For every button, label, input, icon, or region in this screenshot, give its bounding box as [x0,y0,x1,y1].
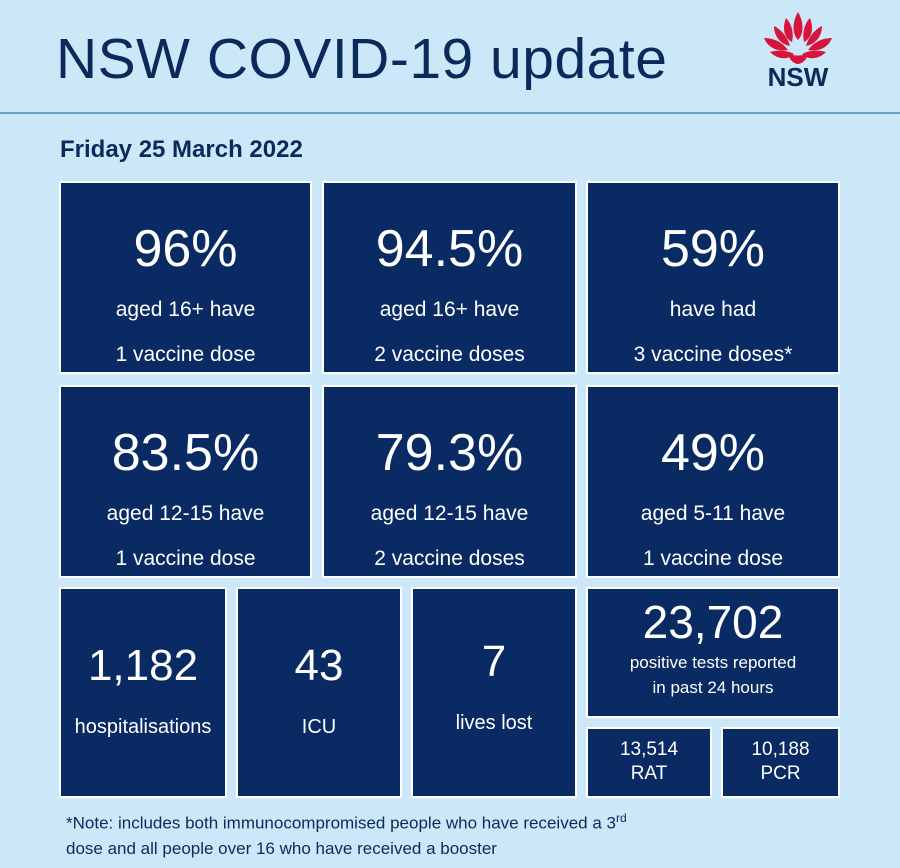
waratah-icon [764,12,832,64]
stat-label-line2: 3 vaccine doses* [633,343,793,366]
stat-tile-16-1-dose: 96% aged 16+ have 1 vaccine dose [59,181,312,374]
hospitalisations-tile: 1,182 hospitalisations [59,587,227,798]
positive-tests-tile: 23,702 positive tests reported in past 2… [586,587,840,718]
stat-value: 79.3% [375,424,524,482]
rat-label: RAT [630,763,668,784]
footnote-line2: dose and all people over 16 who have rec… [66,838,497,858]
stat-tile-12-15-2-doses: 79.3% aged 12-15 have 2 vaccine doses [322,385,577,578]
pcr-label: PCR [760,763,801,784]
header: NSW COVID-19 update NSW [0,0,900,114]
hospitalisations-label: hospitalisations [74,716,212,738]
stat-value: 83.5% [111,424,260,482]
stat-label-line2: 2 vaccine doses [374,343,525,366]
hospitalisations-value: 1,182 [87,641,199,690]
positive-tests-value: 23,702 [642,596,784,648]
stat-tile-16-2-doses: 94.5% aged 16+ have 2 vaccine doses [322,181,577,374]
lives-lost-value: 7 [481,637,507,686]
stat-value: 94.5% [375,220,524,278]
page-title: NSW COVID-19 update [56,27,668,91]
rat-value: 13,514 [619,739,679,760]
stat-label-line1: aged 16+ have [115,298,256,321]
stat-label-line1: aged 12-15 have [370,502,529,525]
pcr-tile: 10,188 PCR [721,727,840,798]
stat-tile-5-11-1-dose: 49% aged 5-11 have 1 vaccine dose [586,385,840,578]
stat-label-line2: 1 vaccine dose [115,343,256,366]
icu-label: ICU [301,716,337,738]
logo-text: NSW [767,62,829,92]
stat-tile-12-15-1-dose: 83.5% aged 12-15 have 1 vaccine dose [59,385,312,578]
report-date: Friday 25 March 2022 [60,136,303,163]
icu-value: 43 [294,641,344,690]
stat-label-line2: 1 vaccine dose [115,547,256,570]
positive-tests-label-line2: in past 24 hours [652,678,774,697]
stat-label-line1: have had [669,298,757,321]
stat-label-line1: aged 16+ have [379,298,520,321]
footnote-line1: *Note: includes both immunocompromised p… [66,813,616,833]
stat-value: 49% [660,424,766,482]
rat-tile: 13,514 RAT [586,727,712,798]
lives-lost-tile: 7 lives lost [411,587,577,798]
icu-tile: 43 ICU [236,587,402,798]
positive-tests-label-line1: positive tests reported [629,653,797,672]
stat-label-line2: 2 vaccine doses [374,547,525,570]
stat-label-line1: aged 12-15 have [106,502,265,525]
lives-lost-label: lives lost [455,712,533,734]
stat-value: 59% [660,220,766,278]
pcr-value: 10,188 [751,739,810,760]
footnote: *Note: includes both immunocompromised p… [66,806,866,861]
nsw-logo: NSW [752,10,844,102]
stat-label-line2: 1 vaccine dose [642,547,784,570]
stat-label-line1: aged 5-11 have [640,502,786,525]
stat-tile-3-doses: 59% have had 3 vaccine doses* [586,181,840,374]
footnote-superscript: rd [615,811,627,825]
stat-value: 96% [133,220,238,278]
